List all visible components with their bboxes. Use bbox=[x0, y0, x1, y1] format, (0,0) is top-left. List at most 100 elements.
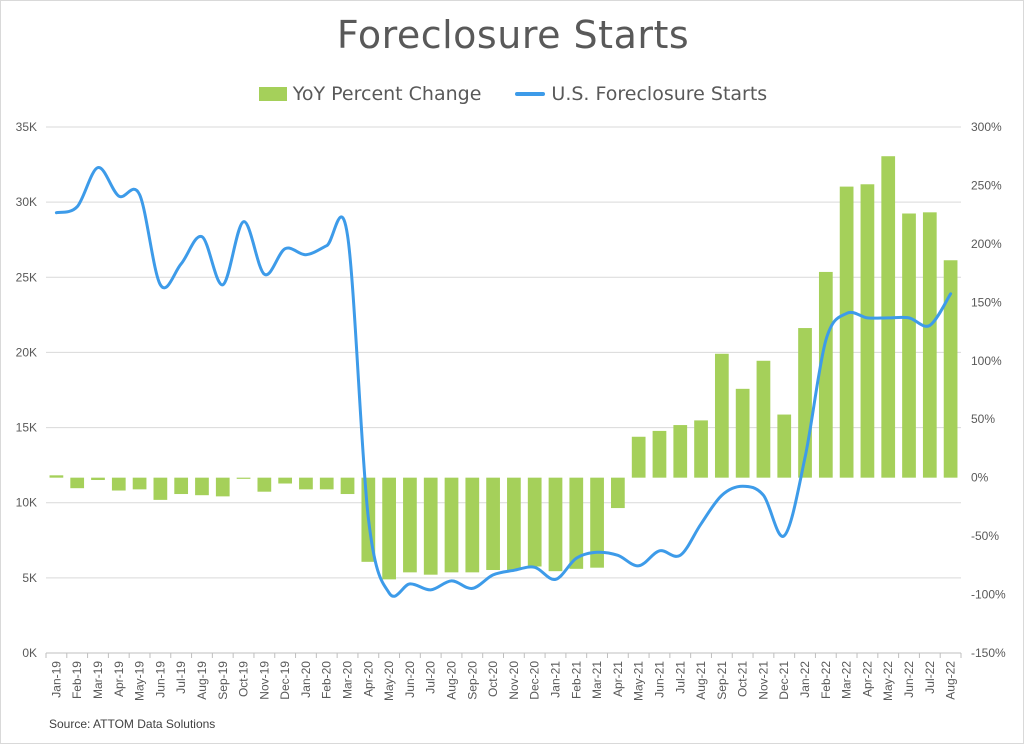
legend-swatch-line bbox=[515, 92, 546, 96]
x-tick-label: Aug-21 bbox=[694, 661, 708, 700]
bar bbox=[922, 212, 937, 478]
y-left-tick-label: 15K bbox=[16, 421, 37, 435]
x-tick-label: Aug-20 bbox=[445, 661, 459, 700]
bar bbox=[631, 436, 646, 478]
y-right-tick-label: -50% bbox=[971, 529, 999, 543]
x-tick-label: May-20 bbox=[382, 661, 396, 701]
bar bbox=[257, 477, 272, 492]
bar bbox=[132, 477, 147, 490]
y-right-tick-label: 0% bbox=[971, 471, 989, 485]
bar bbox=[652, 430, 667, 478]
y-left-tick-label: 5K bbox=[22, 571, 37, 585]
x-tick-label: Jan-19 bbox=[49, 661, 63, 698]
y-right-tick-label: 150% bbox=[971, 295, 1002, 309]
bar bbox=[839, 186, 854, 478]
y-right-tick-label: 50% bbox=[971, 412, 995, 426]
bar bbox=[943, 260, 958, 478]
x-tick-label: Jan-20 bbox=[299, 661, 313, 698]
bar bbox=[818, 271, 833, 478]
x-tick-label: May-21 bbox=[632, 661, 646, 701]
bar bbox=[195, 477, 209, 496]
x-tick-label: Jul-22 bbox=[923, 661, 937, 694]
y-left-tick-label: 0K bbox=[22, 646, 37, 660]
x-tick-label: Nov-19 bbox=[257, 661, 271, 700]
x-tick-label: Aug-19 bbox=[195, 661, 209, 700]
x-tick-label: May-19 bbox=[133, 661, 147, 701]
x-tick-label: Apr-19 bbox=[112, 661, 126, 697]
y-right-tick-label: 200% bbox=[971, 237, 1002, 251]
x-tick-label: Nov-21 bbox=[756, 661, 770, 700]
x-tick-label: Apr-21 bbox=[611, 661, 625, 697]
bar bbox=[507, 477, 521, 571]
x-tick-label: Feb-22 bbox=[819, 661, 833, 699]
x-tick-label: Apr-22 bbox=[860, 661, 874, 697]
x-tick-label: Sep-20 bbox=[465, 661, 479, 700]
bar bbox=[694, 420, 708, 478]
x-tick-label: Oct-21 bbox=[736, 661, 750, 697]
x-tick-label: Feb-21 bbox=[569, 661, 583, 699]
y-right-tick-label: 300% bbox=[971, 120, 1002, 134]
y-left-tick-label: 25K bbox=[16, 270, 37, 284]
bar bbox=[548, 477, 563, 572]
legend-label-starts: U.S. Foreclosure Starts bbox=[551, 83, 768, 105]
source-note: Source: ATTOM Data Solutions bbox=[49, 717, 216, 731]
legend-label-yoy: YoY Percent Change bbox=[292, 83, 482, 105]
bar bbox=[860, 184, 875, 478]
legend-entry-starts: U.S. Foreclosure Starts bbox=[515, 83, 767, 105]
y-right-tick-label: -150% bbox=[971, 646, 1006, 660]
x-tick-label: Mar-21 bbox=[590, 661, 604, 699]
x-tick-label: Jul-19 bbox=[174, 661, 188, 694]
x-tick-label: Jan-21 bbox=[548, 661, 562, 698]
x-tick-label: Jun-20 bbox=[403, 661, 417, 698]
bar bbox=[735, 388, 750, 478]
bar bbox=[278, 477, 293, 484]
chart-title: Foreclosure Starts bbox=[336, 13, 690, 57]
bar bbox=[319, 477, 334, 490]
bar bbox=[174, 477, 189, 495]
bar bbox=[569, 477, 584, 569]
x-tick-label: Nov-20 bbox=[507, 661, 521, 700]
y-right-tick-label: 250% bbox=[971, 178, 1002, 192]
x-tick-label: Jul-21 bbox=[673, 661, 687, 694]
bar bbox=[902, 213, 916, 478]
x-tick-label: Apr-20 bbox=[361, 661, 375, 697]
bar bbox=[236, 477, 251, 479]
bar bbox=[714, 353, 729, 478]
bar bbox=[111, 477, 126, 491]
y-right-tick-label: -100% bbox=[971, 588, 1006, 602]
y-left-tick-label: 10K bbox=[16, 496, 37, 510]
bar bbox=[382, 477, 396, 580]
x-tick-label: Mar-20 bbox=[341, 661, 355, 699]
y-left-tick-label: 35K bbox=[16, 120, 37, 134]
x-tick-label: Dec-20 bbox=[528, 661, 542, 700]
x-tick-label: Jan-22 bbox=[798, 661, 812, 698]
x-tick-label: Jul-20 bbox=[424, 661, 438, 694]
bar bbox=[611, 477, 625, 509]
bar bbox=[423, 477, 438, 575]
x-tick-label: Dec-21 bbox=[777, 661, 791, 700]
bar bbox=[299, 477, 313, 490]
bar bbox=[756, 360, 771, 478]
y-left-tick-label: 20K bbox=[16, 345, 37, 359]
bar bbox=[340, 477, 355, 495]
bar bbox=[49, 475, 64, 478]
bar bbox=[486, 477, 500, 571]
line-series-foreclosure-starts bbox=[54, 166, 953, 598]
x-tick-label: Oct-20 bbox=[486, 661, 500, 697]
x-tick-label: Mar-22 bbox=[840, 661, 854, 699]
bar bbox=[590, 477, 604, 568]
x-tick-label: Jun-22 bbox=[902, 661, 916, 698]
x-tick-label: Feb-20 bbox=[320, 661, 334, 699]
bar bbox=[91, 477, 105, 481]
bar bbox=[673, 425, 688, 478]
x-tick-label: Aug-22 bbox=[944, 661, 958, 700]
bar bbox=[527, 477, 542, 567]
x-tick-label: Sep-21 bbox=[715, 661, 729, 700]
legend-entry-yoy: YoY Percent Change bbox=[258, 83, 482, 105]
x-tick-label: Dec-19 bbox=[278, 661, 292, 700]
legend: YoY Percent Change U.S. Foreclosure Star… bbox=[1, 81, 1023, 107]
legend-swatch-bar bbox=[258, 87, 287, 101]
bar bbox=[215, 477, 230, 497]
